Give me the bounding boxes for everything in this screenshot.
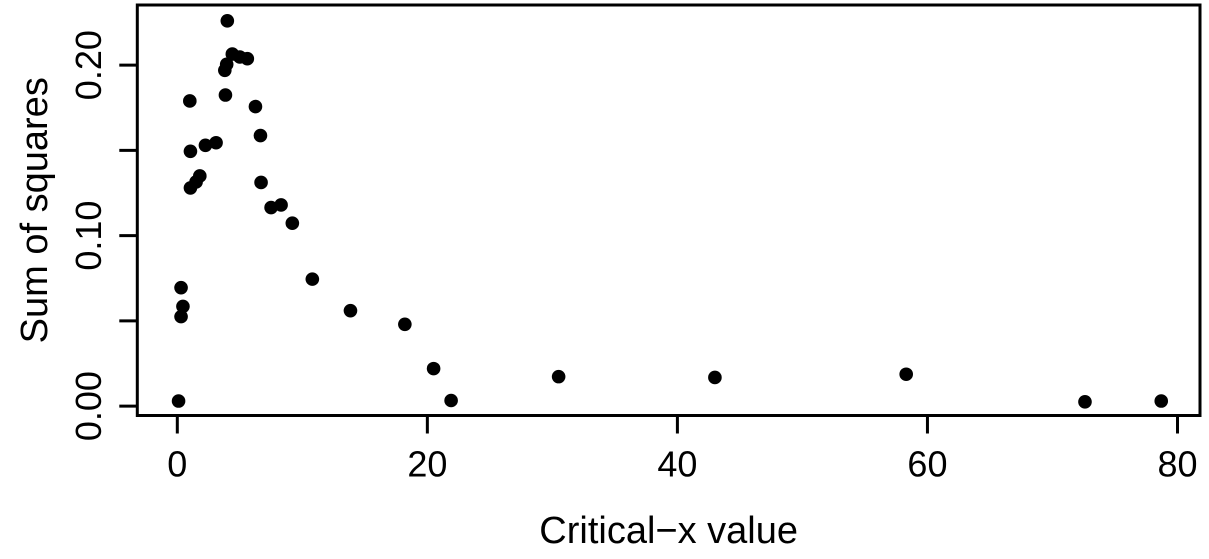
data-point [248,99,263,114]
x-axis-title: Critical−x value [539,510,798,552]
data-point [198,138,213,153]
data-point [174,280,188,295]
x-axis-tick-label: 0 [167,444,187,485]
data-point [253,128,268,143]
data-point [174,309,188,324]
data-point [1154,394,1169,408]
data-point [183,94,197,108]
plot-frame [135,3,1202,417]
x-axis-tick-label: 20 [407,444,447,485]
data-point [305,272,320,286]
y-axis-tick-label: 0.20 [68,30,109,100]
y-axis-tick-label: 0.10 [68,201,109,271]
data-point [254,175,268,190]
data-point [220,14,235,28]
data-point [398,317,412,332]
data-point [899,367,913,382]
y-axis-tick-label: 0.00 [68,371,109,441]
y-axis-title: Sum of squares [14,77,56,343]
data-point [176,299,190,314]
x-axis-tick-label: 80 [1157,444,1197,485]
data-point [218,63,232,78]
data-point [285,216,300,231]
data-point [274,198,288,212]
data-point [193,169,207,183]
data-point [1078,395,1092,409]
data-point [183,144,198,159]
x-axis-tick-label: 60 [907,444,947,485]
data-point [444,393,458,408]
data-point [551,369,566,384]
data-point [708,370,722,385]
data-point [343,303,358,318]
data-point [426,361,441,376]
data-point [240,51,255,66]
data-point [218,88,233,102]
data-point [209,135,223,150]
data-point [171,394,186,408]
x-axis-tick-label: 40 [657,444,697,485]
